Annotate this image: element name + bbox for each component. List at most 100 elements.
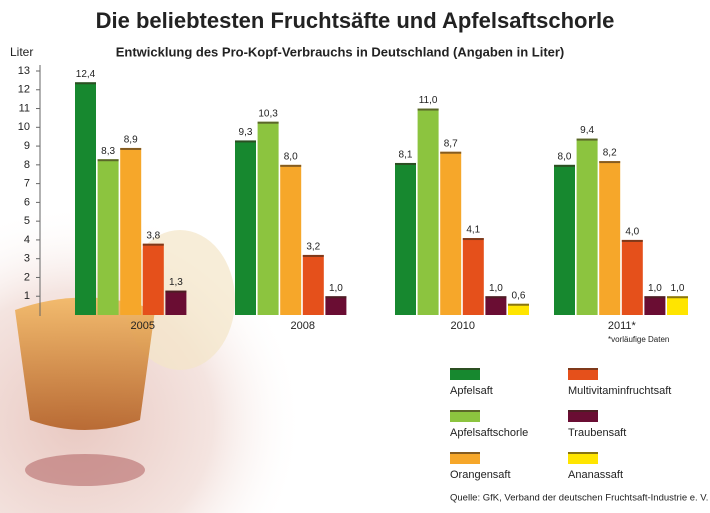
value-label: 8,9	[124, 135, 138, 146]
bar	[280, 164, 302, 315]
value-label: 11,0	[419, 95, 438, 106]
y-tick-label: 13	[18, 65, 30, 77]
value-label: 9,3	[239, 127, 253, 138]
legend-label: Apfelsaft	[450, 385, 493, 397]
bar-cap	[97, 159, 119, 162]
bar-cap	[142, 243, 164, 246]
bar	[576, 138, 598, 315]
value-label: 1,3	[169, 277, 183, 288]
legend-swatch	[450, 368, 480, 380]
bar-cap	[395, 162, 416, 165]
y-tick-label: 8	[24, 159, 30, 171]
bar-cap	[508, 303, 529, 306]
legend-swatch-cap	[450, 452, 480, 454]
legend-swatch	[450, 410, 480, 422]
value-label: 0,6	[512, 290, 526, 301]
bar	[462, 238, 484, 315]
value-label: 3,2	[306, 242, 320, 253]
photo-coaster	[25, 454, 145, 486]
bar-cap	[325, 296, 347, 299]
bar-cap	[667, 296, 688, 299]
bar	[599, 161, 621, 315]
y-tick-label: 2	[24, 271, 30, 283]
bar-cap	[621, 239, 643, 242]
legend-swatch-cap	[568, 452, 598, 454]
x-tick-label: 2010	[451, 320, 475, 332]
y-tick-label: 6	[24, 196, 30, 208]
y-tick-label: 7	[24, 178, 30, 190]
y-tick-label: 5	[24, 215, 30, 227]
bar-cap	[462, 238, 484, 241]
bar-cap	[165, 290, 187, 293]
legend-swatch-cap	[568, 410, 598, 412]
legend-swatch-cap	[568, 368, 598, 370]
bar	[75, 82, 96, 315]
value-label: 9,4	[580, 125, 594, 136]
bar	[554, 164, 575, 315]
bar	[440, 151, 462, 315]
value-label: 8,0	[558, 151, 572, 162]
bar-cap	[120, 147, 142, 150]
legend-swatch	[568, 410, 598, 422]
bar-cap	[235, 140, 256, 143]
bar	[325, 296, 347, 315]
value-label: 3,8	[146, 230, 160, 241]
y-tick-label: 10	[18, 121, 30, 133]
bar-cap	[302, 254, 324, 257]
bar	[142, 243, 164, 315]
bar-cap	[599, 161, 621, 164]
legend-label: Apfelsaftschorle	[450, 427, 528, 439]
value-label: 10,3	[258, 108, 278, 119]
value-label: 8,0	[284, 151, 298, 162]
bar-cap	[644, 296, 666, 299]
value-label: 12,4	[76, 69, 96, 80]
photo-glass	[15, 297, 155, 430]
bar	[97, 159, 119, 315]
bar	[667, 296, 688, 315]
legend-swatch	[450, 452, 480, 464]
legend-swatch-cap	[450, 368, 480, 370]
bar	[395, 162, 416, 315]
value-label: 1,0	[671, 283, 685, 294]
y-tick-label: 4	[24, 234, 30, 246]
y-tick-label: 9	[24, 140, 30, 152]
legend-swatch	[568, 368, 598, 380]
bar	[302, 254, 324, 315]
chart-subtitle: Entwicklung des Pro-Kopf-Verbrauchs in D…	[116, 44, 565, 59]
y-axis-label: Liter	[10, 45, 33, 59]
legend-label: Multivitaminfruchtsaft	[568, 385, 671, 397]
legend-swatch	[568, 452, 598, 464]
source: Quelle: GfK, Verband der deutschen Fruch…	[450, 493, 710, 504]
bar-cap	[417, 108, 439, 111]
value-label: 4,0	[625, 227, 639, 238]
value-label: 4,1	[466, 225, 480, 236]
y-tick-label: 1	[24, 290, 30, 302]
bar-cap	[576, 138, 598, 141]
value-label: 1,0	[648, 283, 662, 294]
y-tick-label: 11	[19, 102, 30, 114]
value-label: 8,3	[101, 146, 115, 157]
value-label: 1,0	[489, 283, 503, 294]
y-tick-label: 3	[24, 253, 30, 265]
value-label: 8,1	[399, 150, 413, 161]
bar-cap	[280, 164, 302, 167]
legend-label: Orangensaft	[450, 469, 511, 481]
legend-label: Traubensaft	[568, 427, 626, 439]
x-tick-label: 2011*	[608, 320, 637, 332]
value-label: 8,2	[603, 148, 617, 159]
value-label: 8,7	[444, 138, 458, 149]
bar	[257, 121, 279, 315]
bar-cap	[440, 151, 462, 154]
bar	[417, 108, 439, 316]
bar-cap	[554, 164, 575, 167]
bar	[485, 296, 507, 315]
bar-cap	[485, 296, 507, 299]
x-tick-label: 2008	[291, 320, 315, 332]
bar	[644, 296, 666, 315]
chart-title: Die beliebtesten Fruchtsäfte und Apfelsa…	[96, 8, 615, 33]
footnote: *vorläufige Daten	[608, 335, 669, 344]
y-tick-label: 12	[18, 84, 30, 96]
bar	[165, 290, 187, 315]
